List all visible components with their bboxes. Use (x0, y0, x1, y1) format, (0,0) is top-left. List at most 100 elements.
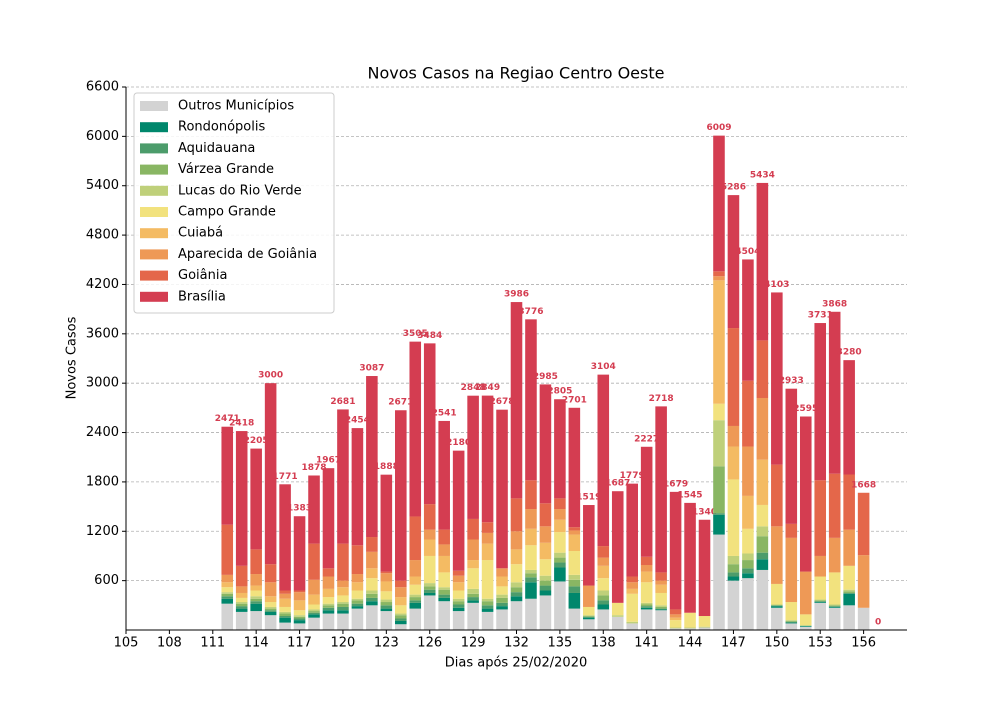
bar-segment (409, 576, 422, 585)
bar-segment (279, 622, 291, 630)
bar-segment (814, 576, 827, 600)
bar-segment (221, 524, 234, 575)
total-label: 2541 (432, 408, 457, 418)
bar-segment (250, 598, 262, 602)
bar-segment (698, 626, 711, 628)
bar-segment (235, 602, 248, 604)
bar-segment (409, 341, 422, 517)
bar-segment (322, 597, 335, 604)
total-label: 1687 (605, 479, 630, 489)
bar-segment (828, 607, 841, 630)
bar-segment (756, 536, 769, 553)
y-tick-label: 6600 (86, 80, 119, 95)
bar-segment (525, 545, 537, 570)
bar-segment (351, 582, 364, 591)
bar-segment (467, 593, 479, 598)
bar-segment (366, 590, 378, 594)
bar-segment (583, 585, 595, 607)
bar-segment (496, 409, 508, 569)
bar-segment (496, 602, 508, 607)
bar-segment (742, 495, 754, 529)
bar-segment (785, 388, 798, 524)
bar-segment (423, 583, 436, 587)
y-tick-label: 1200 (86, 524, 119, 539)
bar-segment (351, 598, 364, 601)
bar-segment (568, 574, 581, 580)
legend-label: Várzea Grande (178, 162, 274, 177)
legend-box (133, 92, 335, 314)
total-label: 2671 (388, 398, 413, 408)
bar-segment (799, 626, 812, 630)
bar-segment (308, 543, 320, 580)
x-tick-label: 135 (547, 636, 572, 651)
bar-segment (250, 448, 262, 550)
bar-segment (684, 502, 696, 613)
bar-segment (452, 611, 465, 630)
bar-segment (539, 575, 552, 581)
bar-segment (322, 576, 335, 589)
total-label: 3731 (808, 311, 833, 321)
bar-segment (771, 607, 783, 630)
x-tick-label: 117 (287, 636, 312, 651)
bar-segment (452, 598, 465, 602)
total-label: 0 (875, 618, 881, 628)
bar-segment (525, 598, 537, 630)
bar-segment (655, 610, 667, 630)
bar-segment (481, 532, 494, 544)
bar-segment (438, 420, 450, 530)
bar-segment (828, 606, 841, 608)
bar-segment (742, 568, 754, 574)
total-label: 3505 (403, 329, 428, 339)
bar-segment (481, 598, 494, 602)
bar-segment (409, 608, 422, 630)
y-tick-label: 3000 (86, 376, 119, 391)
bar-segment (814, 600, 827, 602)
legend-swatch (140, 164, 168, 175)
bar-segment (366, 597, 378, 602)
bar-segment (843, 591, 855, 593)
bar-segment (525, 573, 537, 578)
bar-segment (640, 556, 653, 566)
bar-segment (264, 582, 277, 597)
bar-segment (380, 611, 393, 630)
bar-segment (235, 586, 248, 593)
bar-segment (785, 622, 798, 624)
bar-segment (713, 135, 725, 272)
bar-segment (828, 606, 841, 607)
bar-segment (351, 600, 364, 604)
total-label: 3280 (837, 348, 862, 358)
total-label: 2471 (215, 414, 240, 424)
bar-segment (539, 526, 552, 543)
total-label: 1383 (287, 504, 312, 514)
bar-segment (496, 594, 508, 598)
bar-segment (380, 599, 393, 603)
bar-segment (250, 549, 262, 575)
bar-segment (308, 604, 320, 610)
bar-segment (264, 615, 277, 630)
bar-segment (597, 600, 610, 605)
total-label: 3104 (591, 362, 616, 372)
total-label: 3776 (518, 307, 543, 317)
bar-segment (669, 628, 682, 630)
total-label: 1967 (316, 456, 341, 466)
bar-segment (279, 484, 291, 591)
bar-segment (742, 573, 754, 579)
total-label: 6009 (706, 123, 731, 133)
bar-segment (727, 328, 740, 426)
total-label: 2205 (244, 436, 269, 446)
bar-segment (655, 592, 667, 606)
bar-segment (843, 589, 855, 592)
bar-segment (655, 606, 667, 609)
bar-segment (626, 623, 638, 630)
bar-segment (496, 568, 508, 577)
bar-segment (380, 474, 393, 572)
bar-segment (742, 578, 754, 630)
bar-segment (380, 571, 393, 574)
bar-segment (684, 612, 696, 628)
bar-segment (395, 620, 407, 625)
x-tick-label: 105 (114, 636, 139, 651)
bar-segment (568, 530, 581, 535)
bar-segment (250, 611, 262, 630)
bar-segment (380, 602, 393, 606)
bar-segment (337, 602, 349, 604)
